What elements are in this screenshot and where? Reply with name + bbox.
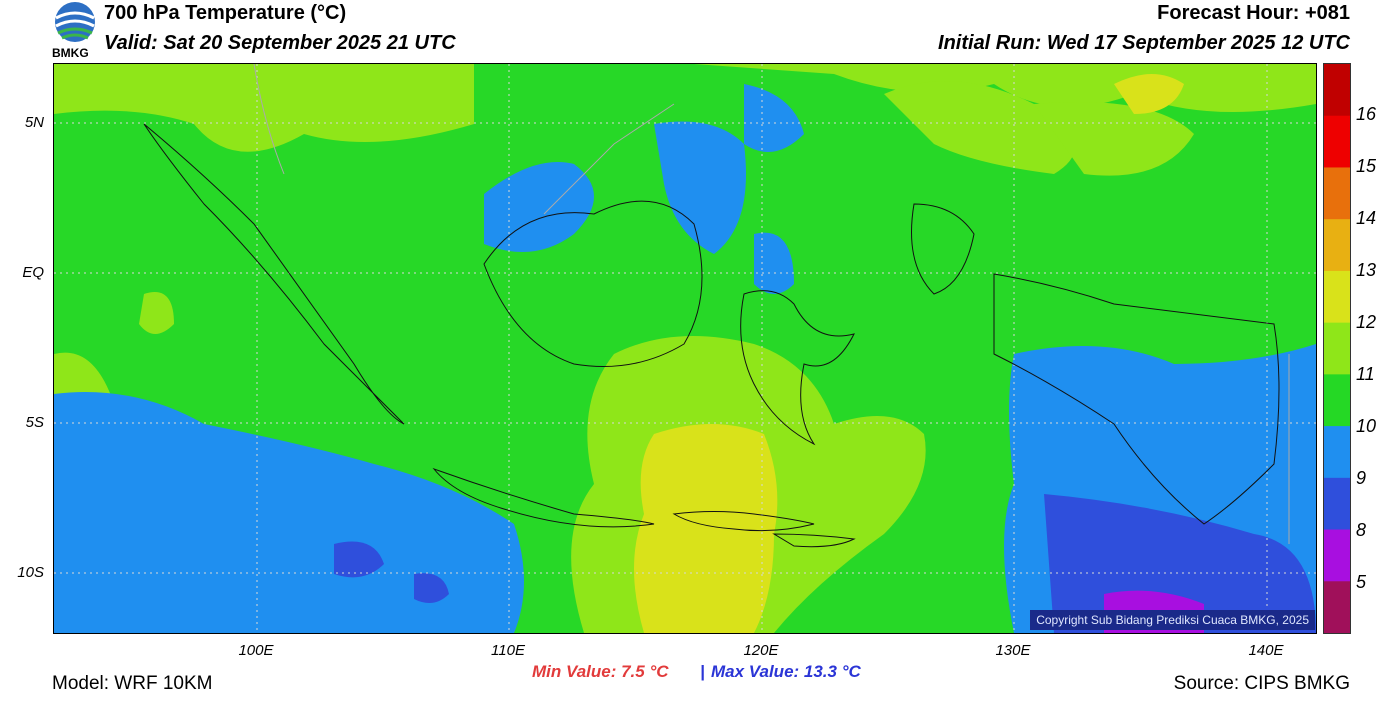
max-value: Max Value: 13.3 °C [711,662,861,681]
colorbar-swatch [1324,115,1350,168]
colorbar-label-8: 8 [1356,520,1367,540]
colorbar-label-12: 12 [1356,312,1377,332]
valid-time: Valid: Sat 20 September 2025 21 UTC [104,32,456,54]
colorbar-swatch [1324,529,1350,582]
lon-label-140e: 140E [1248,642,1284,659]
colorbar-label-10: 10 [1356,416,1377,436]
colorbar-swatch [1324,581,1350,634]
colorbar-swatch [1324,322,1350,375]
colorbar-swatch [1324,477,1350,531]
colorbar-swatch [1324,64,1350,117]
forecast-hour: Forecast Hour: +081 [1157,2,1350,24]
colorbar-label-14: 14 [1356,208,1377,228]
lat-label-eq: EQ [22,264,44,281]
colorbar-label-15: 15 [1356,156,1377,176]
temperature-map [53,63,1317,634]
map-canvas [54,64,1316,633]
colorbar-swatch [1324,219,1350,272]
source-label: Source: CIPS BMKG [1173,673,1350,694]
model-label: Model: WRF 10KM [52,673,213,694]
colorbar-label-11: 11 [1356,364,1375,384]
initial-run: Initial Run: Wed 17 September 2025 12 UT… [938,32,1350,54]
colorbar-swatch [1324,374,1350,427]
logo-text: BMKG [52,46,89,60]
lon-label-130e: 130E [995,642,1031,659]
colorbar-label-9: 9 [1356,468,1367,488]
colorbar-label-16: 16 [1356,104,1377,124]
copyright-notice: Copyright Sub Bidang Prediksi Cuaca BMKG… [1030,610,1315,630]
min-value: Min Value: 7.5 °C [532,662,669,681]
lat-label-10s: 10S [17,564,44,581]
stats-separator: | [700,662,705,681]
lon-label-100e: 100E [238,642,274,659]
colorbar-swatch [1324,426,1350,479]
colorbar-swatch [1324,167,1350,220]
lat-label-5s: 5S [25,414,44,431]
colorbar-swatch [1324,270,1350,324]
colorbar-swatches [1324,64,1350,634]
lon-label-110e: 110E [491,642,525,659]
colorbar [1323,63,1351,634]
map-title: 700 hPa Temperature (°C) [104,2,347,24]
bmkg-logo: BMKG [50,0,100,62]
lat-label-5n: 5N [24,114,44,131]
colorbar-label-13: 13 [1356,260,1377,280]
lon-label-120e: 120E [743,642,779,659]
colorbar-label-5: 5 [1356,572,1367,592]
bmkg-logo-icon [55,2,95,42]
